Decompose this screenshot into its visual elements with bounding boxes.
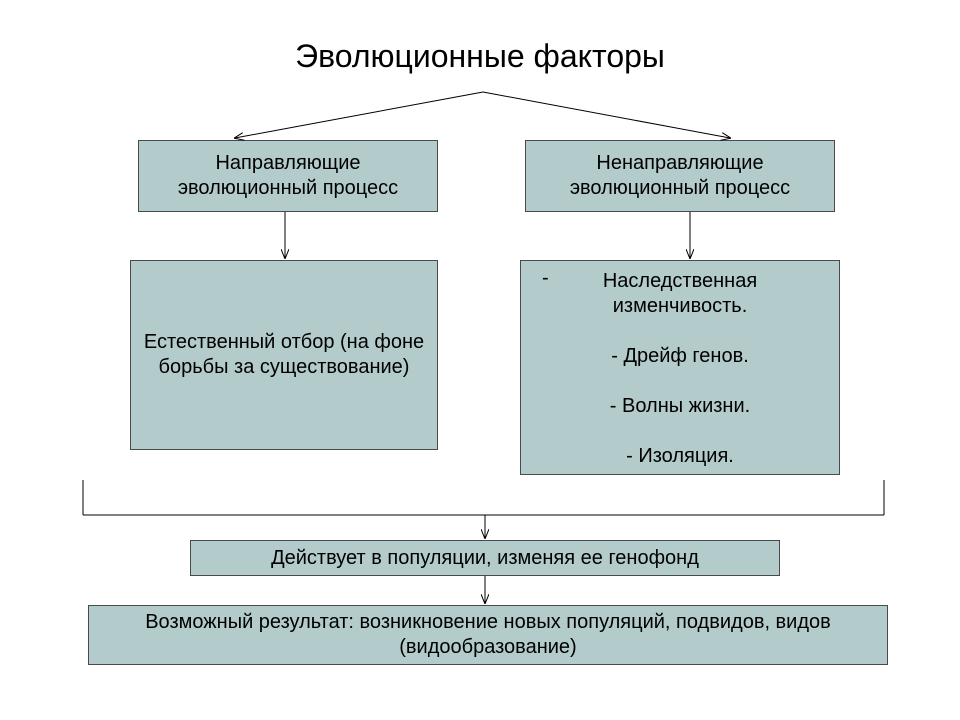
node-label: Возможный результат: возникновение новых…: [99, 610, 877, 660]
node-label: Ненаправляющие эволюционный процесс: [536, 151, 824, 201]
list-line: Наследственная: [531, 269, 829, 294]
node-label: Действует в популяции, изменяя ее генофо…: [271, 546, 699, 571]
diagram-title: Эволюционные факторы: [0, 38, 960, 75]
list-line: [531, 319, 829, 344]
list-line: - Изоляция.: [531, 444, 829, 469]
node-result: Возможный результат: возникновение новых…: [88, 605, 888, 665]
node-nondirecting: Ненаправляющие эволюционный процесс: [525, 140, 835, 212]
node-nondirecting-list: - Наследственная изменчивость. - Дрейф г…: [520, 260, 840, 475]
list-line: [531, 419, 829, 444]
node-label: Естественный отбор (на фоне борьбы за су…: [141, 330, 427, 380]
list-line: - Волны жизни.: [531, 394, 829, 419]
list-line: - Дрейф генов.: [531, 344, 829, 369]
list-line: изменчивость.: [531, 294, 829, 319]
diagram-canvas: { "diagram": { "type": "flowchart", "bac…: [0, 0, 960, 720]
node-directing: Направляющие эволюционный процесс: [138, 140, 438, 212]
node-acts-in-population: Действует в популяции, изменяя ее генофо…: [190, 540, 780, 576]
list-line: [531, 369, 829, 394]
node-natural-selection: Естественный отбор (на фоне борьбы за су…: [130, 260, 438, 450]
node-label: Направляющие эволюционный процесс: [149, 151, 427, 201]
